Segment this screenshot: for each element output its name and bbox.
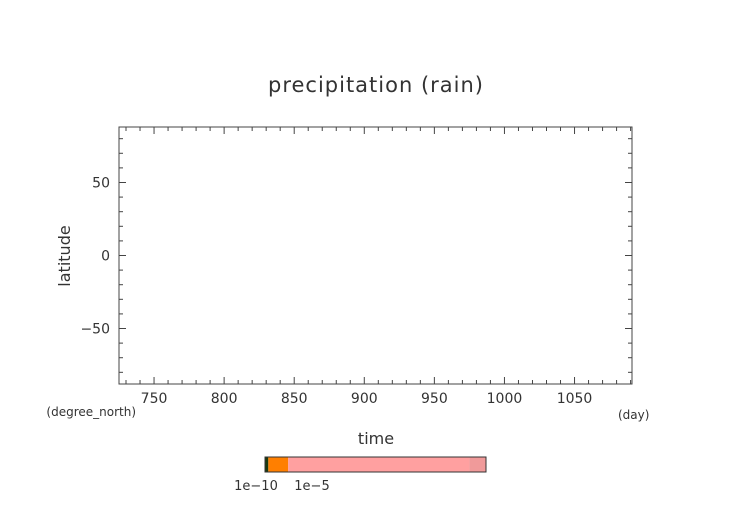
colorbar-segment <box>469 457 486 472</box>
x-tick-label: 1000 <box>487 391 523 407</box>
y-tick-label: −50 <box>80 322 110 338</box>
colorbar-segment <box>265 457 269 472</box>
x-tick-label: 900 <box>351 391 378 407</box>
plot-frame <box>118 126 633 385</box>
y-tick-label: 50 <box>92 175 110 191</box>
colorbar-label: 1e−10 <box>234 479 278 494</box>
x-tick-label: 750 <box>141 391 168 407</box>
colorbar-label: 1e−5 <box>294 479 329 494</box>
x-tick-label: 950 <box>421 391 448 407</box>
colorbar-segment <box>268 457 289 472</box>
x-tick-label: 1050 <box>557 391 593 407</box>
x-axis-label: time <box>358 429 394 448</box>
x-axis-units: (day) <box>618 408 649 422</box>
y-tick-label: 0 <box>101 249 110 265</box>
x-tick-label: 850 <box>281 391 308 407</box>
y-axis-label: latitude <box>55 225 74 286</box>
x-tick-label: 800 <box>211 391 238 407</box>
chart-title: precipitation (rain) <box>268 73 484 97</box>
colorbar-segment <box>288 457 470 472</box>
y-axis-units: (degree_north) <box>46 405 136 419</box>
colorbar-frame <box>264 456 487 473</box>
